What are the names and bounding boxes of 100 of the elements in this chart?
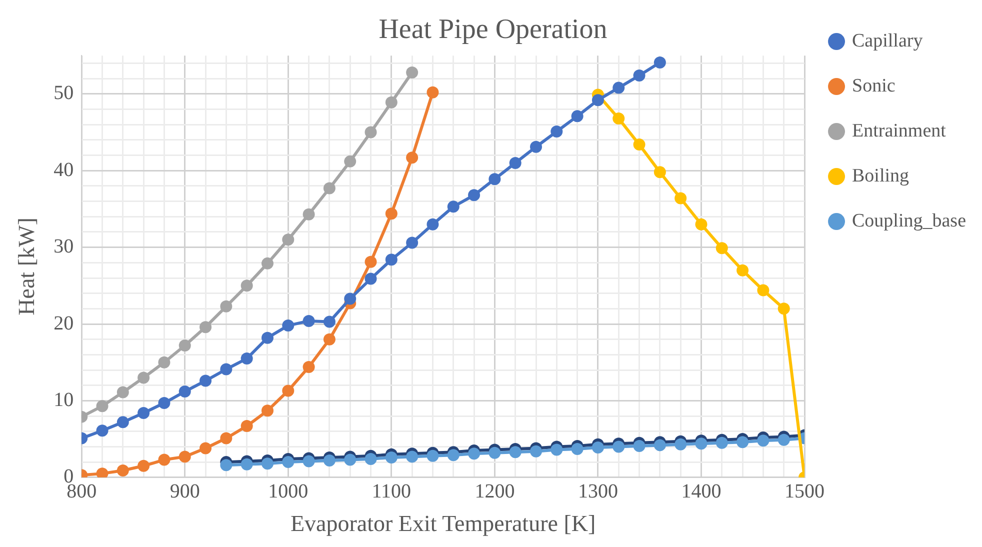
point	[364, 452, 377, 465]
point	[116, 416, 129, 428]
point	[158, 356, 170, 368]
x-axis-title: Evaporator Exit Temperature [K]	[290, 511, 596, 536]
point	[385, 451, 398, 464]
y-tick-label: 20	[54, 312, 74, 334]
point	[158, 454, 170, 466]
point	[571, 110, 584, 122]
point	[447, 449, 460, 462]
x-tick-label: 1200	[474, 480, 515, 503]
point	[261, 257, 274, 270]
legend-label: Sonic	[852, 75, 896, 96]
point	[571, 443, 584, 456]
point	[612, 82, 625, 94]
point	[261, 458, 274, 470]
point	[592, 441, 604, 454]
point	[406, 66, 418, 78]
point	[364, 272, 377, 285]
point	[96, 400, 108, 412]
point	[406, 450, 418, 463]
point	[716, 436, 728, 449]
point	[200, 442, 212, 454]
point	[220, 459, 232, 472]
point	[695, 438, 708, 450]
y-tick-label: 40	[54, 158, 74, 181]
point	[447, 200, 460, 213]
x-tick-label: 1300	[578, 480, 618, 503]
point	[530, 140, 542, 153]
point	[364, 126, 377, 138]
point	[612, 440, 625, 453]
point	[240, 280, 253, 292]
point	[736, 436, 749, 448]
point	[488, 446, 501, 459]
point	[261, 332, 274, 344]
point	[757, 434, 770, 447]
point	[302, 314, 315, 327]
point	[116, 464, 129, 476]
x-tick-label: 1100	[372, 480, 412, 503]
point	[240, 458, 253, 470]
point	[654, 439, 666, 452]
point	[757, 284, 770, 296]
point	[385, 254, 398, 266]
point	[488, 173, 501, 186]
chart-title: Heat Pipe Operation	[378, 14, 608, 46]
y-axis-title: Heat [kW]	[14, 218, 39, 316]
point	[116, 386, 129, 398]
point	[695, 218, 708, 230]
point	[282, 456, 294, 468]
point	[282, 234, 294, 246]
point	[385, 96, 398, 108]
point	[778, 302, 790, 315]
point	[158, 397, 170, 410]
point	[633, 70, 646, 82]
point	[302, 208, 315, 220]
y-tick-label: 50	[54, 82, 74, 104]
point	[240, 420, 253, 432]
point	[138, 406, 150, 419]
point	[344, 155, 356, 168]
point	[530, 445, 542, 458]
point	[550, 126, 563, 138]
point	[220, 300, 232, 312]
point	[220, 363, 232, 376]
point	[138, 372, 150, 384]
point	[302, 360, 315, 373]
point	[716, 242, 728, 254]
point	[674, 438, 687, 450]
point	[633, 440, 646, 452]
point	[406, 152, 418, 164]
y-tick-label: 10	[54, 388, 74, 411]
x-tick-label: 1400	[681, 480, 722, 503]
legend-label: Coupling_base	[852, 210, 966, 232]
point	[302, 455, 315, 468]
point	[344, 292, 356, 305]
point	[612, 112, 625, 124]
point	[633, 138, 646, 151]
point	[426, 450, 439, 462]
point	[674, 192, 687, 204]
point	[282, 384, 294, 397]
point	[736, 264, 749, 276]
point	[261, 404, 274, 417]
y-tick-label: 30	[54, 236, 74, 258]
point	[178, 339, 191, 352]
point	[323, 316, 336, 328]
point	[200, 374, 212, 387]
point	[323, 333, 336, 346]
point	[406, 236, 418, 249]
point	[282, 320, 294, 332]
point	[240, 352, 253, 365]
point	[323, 182, 336, 194]
point	[778, 434, 790, 446]
point	[200, 321, 212, 334]
point	[364, 256, 377, 268]
point	[468, 448, 480, 460]
point	[344, 454, 356, 466]
point	[385, 208, 398, 220]
x-tick-label: 1000	[268, 480, 308, 503]
point	[509, 156, 522, 169]
point	[426, 86, 439, 98]
point	[178, 386, 191, 398]
point	[138, 460, 150, 472]
